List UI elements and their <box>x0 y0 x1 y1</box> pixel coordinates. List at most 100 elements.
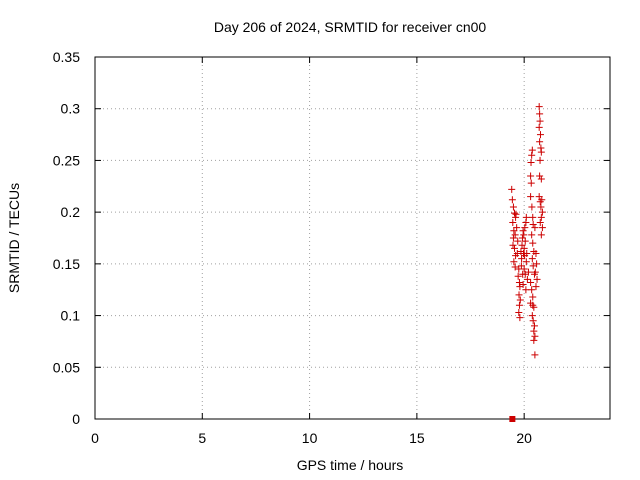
data-point <box>514 237 522 245</box>
data-point <box>516 314 524 322</box>
data-point <box>536 131 544 139</box>
data-point <box>513 224 521 232</box>
data-point <box>515 291 523 299</box>
data-point <box>536 110 544 118</box>
data-point <box>524 268 532 276</box>
data-point <box>530 336 538 344</box>
data-point <box>527 193 535 201</box>
data-point <box>536 138 544 146</box>
data-point <box>536 172 544 180</box>
data-point <box>527 278 535 286</box>
data-point <box>521 224 529 232</box>
data-point <box>512 210 520 218</box>
data-point <box>511 209 519 217</box>
data-point <box>519 281 527 289</box>
data-point <box>528 255 536 263</box>
data-point <box>529 221 537 229</box>
x-tick-label: 5 <box>198 430 206 446</box>
data-point <box>529 317 537 325</box>
data-point <box>535 103 543 111</box>
data-point <box>528 203 536 211</box>
data-point <box>533 275 541 283</box>
data-point <box>515 301 523 309</box>
data-point <box>508 185 516 193</box>
data-point <box>519 227 527 235</box>
chart-title: Day 206 of 2024, SRMTID for receiver cn0… <box>214 19 487 35</box>
y-tick-label: 0.3 <box>61 101 81 117</box>
data-point <box>509 241 517 249</box>
data-point <box>537 203 545 211</box>
data-point <box>538 208 546 216</box>
data-point <box>531 332 539 340</box>
data-point <box>529 239 537 247</box>
x-axis-label: GPS time / hours <box>297 457 404 473</box>
data-point <box>509 203 517 211</box>
x-tick-label: 10 <box>302 430 318 446</box>
plot-frame <box>94 56 611 420</box>
y-tick-label: 0.1 <box>61 308 81 324</box>
data-point <box>528 151 536 159</box>
data-point <box>530 327 538 335</box>
data-point <box>527 172 535 180</box>
data-point <box>510 258 518 266</box>
grid <box>95 57 610 419</box>
data-point <box>529 293 537 301</box>
data-point <box>523 275 531 283</box>
data-point <box>528 146 536 154</box>
data-point <box>516 296 524 304</box>
data-point <box>511 244 519 252</box>
data-point <box>520 244 528 252</box>
data-point <box>538 196 546 204</box>
data-point <box>536 218 544 226</box>
y-tick-label: 0.25 <box>53 152 80 168</box>
data-point <box>538 224 546 232</box>
data-point <box>509 218 517 226</box>
x-tick-label: 0 <box>91 430 99 446</box>
y-axis-label: SRMTID / TECUs <box>6 183 22 293</box>
data-point <box>537 231 545 239</box>
data-point <box>535 123 543 131</box>
data-points <box>508 103 546 422</box>
data-point <box>515 308 523 316</box>
data-point <box>537 148 545 156</box>
data-point <box>537 213 545 221</box>
y-tick-label: 0.15 <box>53 256 80 272</box>
y-tick-label: 0 <box>72 411 80 427</box>
data-point <box>523 250 531 258</box>
data-point <box>511 231 519 239</box>
data-point <box>520 231 528 239</box>
y-tick-label: 0.05 <box>53 359 80 375</box>
data-point <box>508 196 516 204</box>
data-point <box>533 260 541 268</box>
data-point <box>532 283 540 291</box>
data-point <box>536 156 544 164</box>
data-point <box>509 234 517 242</box>
data-point <box>528 312 536 320</box>
data-point <box>522 258 530 266</box>
data-point <box>527 179 535 187</box>
data-point <box>518 255 526 263</box>
x-tick-label: 15 <box>409 430 425 446</box>
data-point <box>531 268 539 276</box>
data-point <box>532 250 540 258</box>
data-point <box>511 263 519 271</box>
data-point <box>530 322 538 330</box>
y-tick-label: 0.2 <box>61 204 81 220</box>
data-point <box>529 301 537 309</box>
data-point <box>537 175 545 183</box>
data-point <box>521 237 529 245</box>
axis-ticks: 0 5 10 15 20 0 0.05 0.1 0.15 0.2 0.25 0.3 0.35 <box>53 49 610 446</box>
data-point <box>514 272 522 280</box>
data-point <box>529 213 537 221</box>
data-point-square <box>509 416 516 422</box>
data-point <box>528 231 536 239</box>
data-point <box>536 117 544 125</box>
x-tick-label: 20 <box>516 430 532 446</box>
data-point <box>520 265 528 273</box>
y-tick-label: 0.35 <box>53 49 80 65</box>
data-point <box>522 213 530 221</box>
data-point <box>531 224 539 232</box>
data-point <box>513 250 521 258</box>
